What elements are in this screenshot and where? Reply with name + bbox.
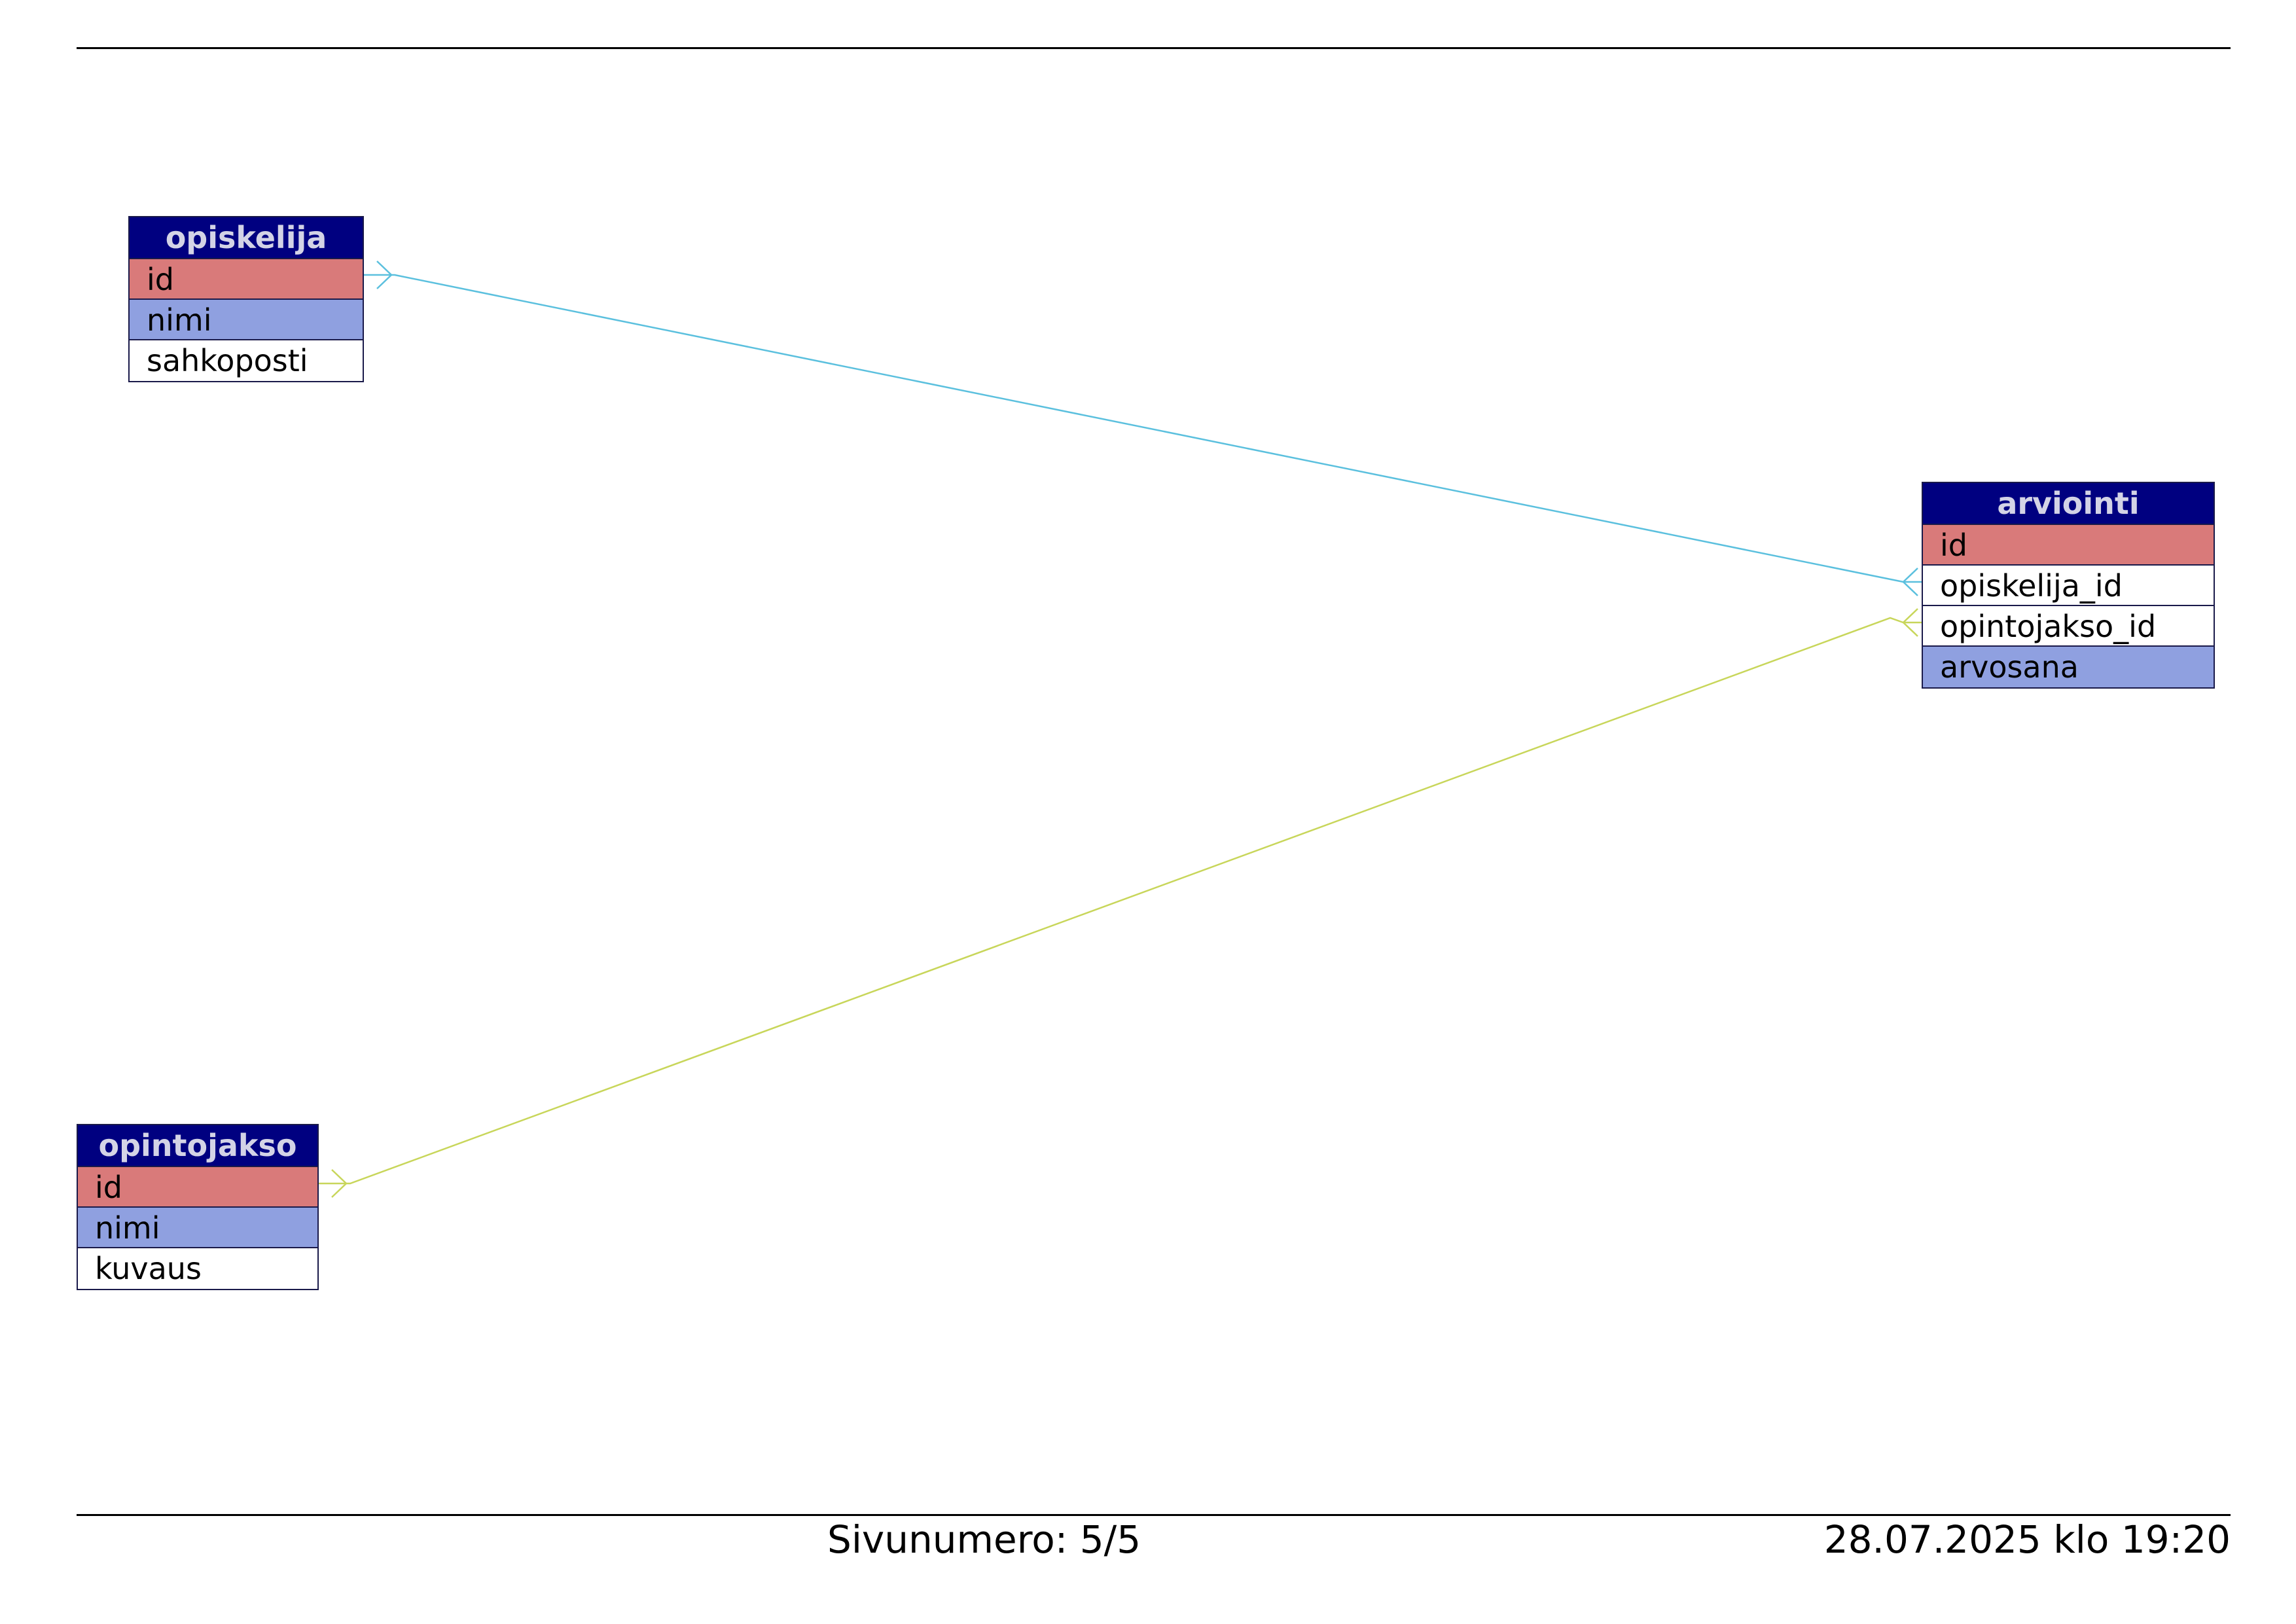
entity-title: opiskelija bbox=[130, 217, 363, 259]
entity-field-foreign-key: opiskelija_id bbox=[1923, 566, 2214, 606]
timestamp: 28.07.2025 klo 19:20 bbox=[1823, 1517, 2231, 1562]
entity-arviointi[interactable]: arviointi id opiskelija_id opintojakso_i… bbox=[1922, 482, 2215, 689]
entity-field-primary-key: id bbox=[78, 1167, 317, 1208]
entity-field: kuvaus bbox=[78, 1248, 317, 1289]
entity-opiskelija[interactable]: opiskelija id nimi sahkoposti bbox=[128, 216, 364, 382]
entity-field: sahkoposti bbox=[130, 340, 363, 381]
entity-field-foreign-key: opintojakso_id bbox=[1923, 606, 2214, 647]
relationship-arviointi-opiskelija bbox=[364, 261, 1922, 596]
header-rule bbox=[77, 47, 2231, 49]
footer-rule bbox=[77, 1514, 2231, 1516]
entity-field: nimi bbox=[78, 1208, 317, 1248]
entity-field-primary-key: id bbox=[130, 259, 363, 300]
entity-field: nimi bbox=[130, 300, 363, 340]
page-number: Sivunumero: 5/5 bbox=[827, 1517, 1141, 1562]
entity-field: arvosana bbox=[1923, 647, 2214, 687]
entity-title: arviointi bbox=[1923, 483, 2214, 525]
entity-title: opintojakso bbox=[78, 1125, 317, 1167]
crows-foot-icon bbox=[1902, 568, 1918, 596]
crows-foot-icon bbox=[376, 261, 393, 289]
relationship-arviointi-opintojakso bbox=[319, 608, 1922, 1198]
entity-field-primary-key: id bbox=[1923, 525, 2214, 566]
relationship-line bbox=[364, 274, 1922, 583]
crows-foot-icon bbox=[1902, 608, 1918, 637]
relationship-line bbox=[319, 617, 1922, 1185]
crows-foot-icon bbox=[331, 1169, 348, 1198]
entity-opintojakso[interactable]: opintojakso id nimi kuvaus bbox=[77, 1124, 319, 1290]
